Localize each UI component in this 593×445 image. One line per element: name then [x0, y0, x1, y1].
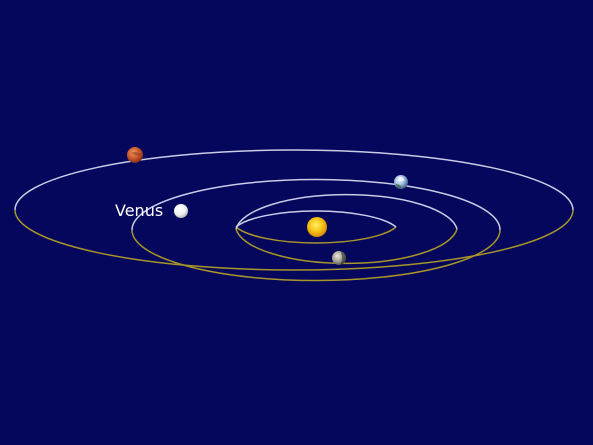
venus-orbit-near	[235, 193, 458, 230]
earth-cloud-mark	[398, 176, 404, 182]
earth-orbit-far	[131, 229, 501, 282]
sun-icon	[307, 217, 327, 237]
venus-label: Venus	[115, 201, 163, 220]
venus-orbit-far	[235, 228, 458, 265]
mars-icon	[127, 147, 143, 163]
mercury-orbit-near	[235, 210, 397, 228]
earth-orbit-near	[131, 178, 501, 231]
mars-orbit-near	[14, 149, 574, 211]
mercury-orbit-far	[235, 226, 397, 244]
venus-icon	[174, 204, 188, 218]
mercury-shadow	[339, 251, 346, 265]
earth-land-mark	[396, 184, 402, 189]
mars-orbit-far	[14, 209, 574, 271]
mars-surface-mark	[131, 151, 141, 156]
